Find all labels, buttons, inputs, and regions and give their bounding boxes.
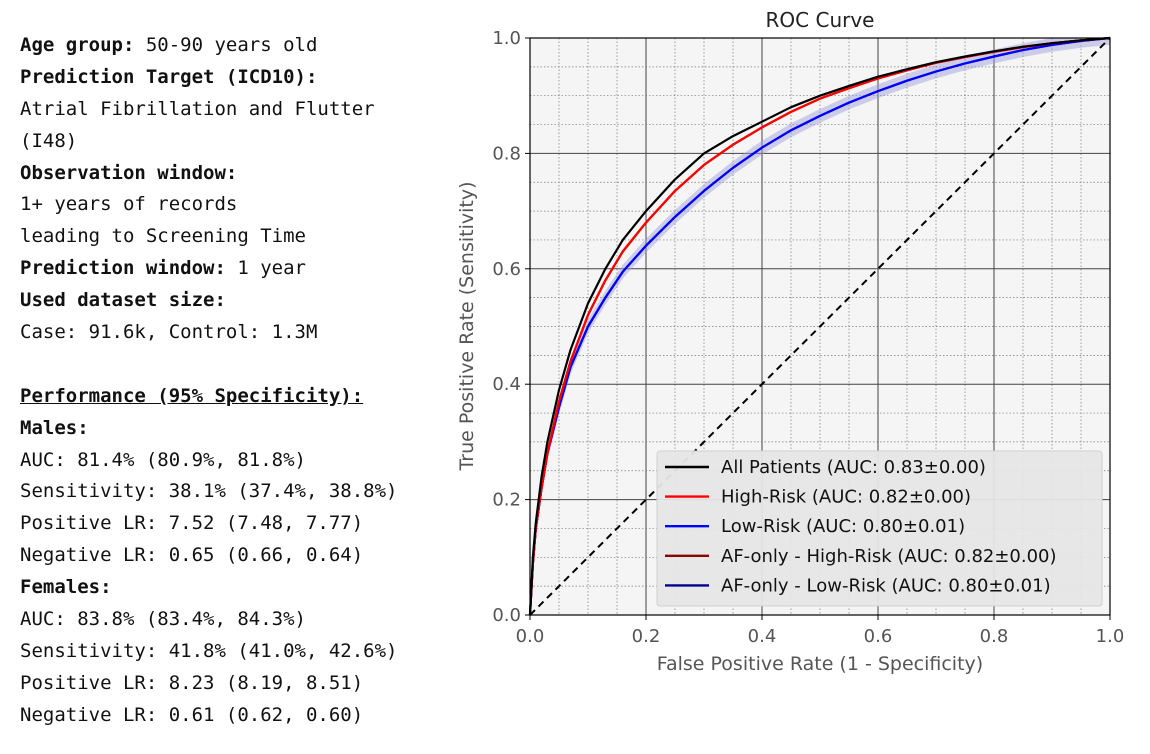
males-label: Males: [20,416,89,439]
females-label: Females: [20,576,112,599]
y-tick-label: 0.0 [492,605,521,626]
legend-label-1: High-Risk (AUC: 0.82±0.00) [721,487,971,508]
prediction-value: 1 year [237,257,306,280]
x-tick-label: 0.4 [748,626,777,647]
females-positive-lr: Positive LR: 8.23 (8.19, 8.51) [20,671,364,694]
observation-value-1: 1+ years of records [20,193,238,216]
prediction-label: Prediction window: [20,257,226,280]
females-auc: AUC: 83.8% (83.4%, 84.3%) [20,608,306,631]
x-axis-label: False Positive Rate (1 - Specificity) [657,653,983,675]
legend-label-0: All Patients (AUC: 0.83±0.00) [721,457,986,478]
chance-diagonal-line [529,37,1111,616]
y-tick-label: 0.8 [492,143,521,164]
axis-ticks: 0.0 0.2 0.4 0.6 0.8 1.0 0.0 0.2 0.4 0.6 0.8 1.0 [492,28,1124,647]
prediction-line: Prediction window: 1 year [20,253,460,285]
x-tick-label: 0.6 [864,626,893,647]
legend-box [656,450,1103,607]
y-tick-label: 0.4 [492,374,521,395]
info-panel: Age group: 50-90 years old Prediction Ta… [20,30,460,732]
legend-label-4: AF-only - Low-Risk (AUC: 0.80±0.01) [721,575,1051,596]
age-value: 50-90 years old [145,34,318,56]
dataset-value: Case: 91.6k, Control: 1.3M [20,321,318,344]
y-tick-label: 0.2 [492,490,521,511]
performance-header: Performance (95% Specificity): [20,384,364,407]
series-lines [528,36,1111,616]
dataset-label: Used dataset size: [20,289,226,312]
legend: All Patients (AUC: 0.83±0.00) High-Risk (… [656,450,1103,607]
males-positive-lr: Positive LR: 7.52 (7.48, 7.77) [20,512,364,535]
legend-label-2: Low-Risk (AUC: 0.80±0.01) [721,516,965,537]
age-label: Age group: [20,34,135,56]
target-value-1: Atrial Fibrillation and Flutter [20,97,375,120]
target-value-2: (I48) [20,129,78,152]
y-tick-label: 0.6 [492,259,521,280]
females-negative-lr: Negative LR: 0.61 (0.62, 0.60) [20,703,364,726]
males-negative-lr: Negative LR: 0.65 (0.66, 0.64) [20,544,364,567]
x-tick-label: 0.0 [516,626,545,647]
x-tick-label: 0.8 [980,626,1009,647]
x-tick-label: 0.2 [632,626,661,647]
target-label: Prediction Target (ICD10): [20,65,318,88]
observation-value-2: leading to Screening Time [20,225,306,248]
chart-title: ROC Curve [766,8,875,32]
y-tick-label: 1.0 [492,28,521,49]
legend-label-3: AF-only - High-Risk (AUC: 0.82±0.00) [721,546,1057,567]
y-axis-label: True Positive Rate (Sensitivity) [456,181,478,471]
observation-label: Observation window: [20,161,238,184]
x-tick-label: 1.0 [1096,626,1125,647]
plot-border [529,37,1111,616]
females-sensitivity: Sensitivity: 41.8% (41.0%, 42.6%) [20,639,398,662]
age-line: Age group: 50-90 years old [20,30,460,62]
plot-frame [529,37,1111,616]
series-line-0 [528,36,1111,616]
males-auc: AUC: 81.4% (80.9%, 81.8%) [20,448,306,471]
males-sensitivity: Sensitivity: 38.1% (37.4%, 38.8%) [20,480,398,503]
